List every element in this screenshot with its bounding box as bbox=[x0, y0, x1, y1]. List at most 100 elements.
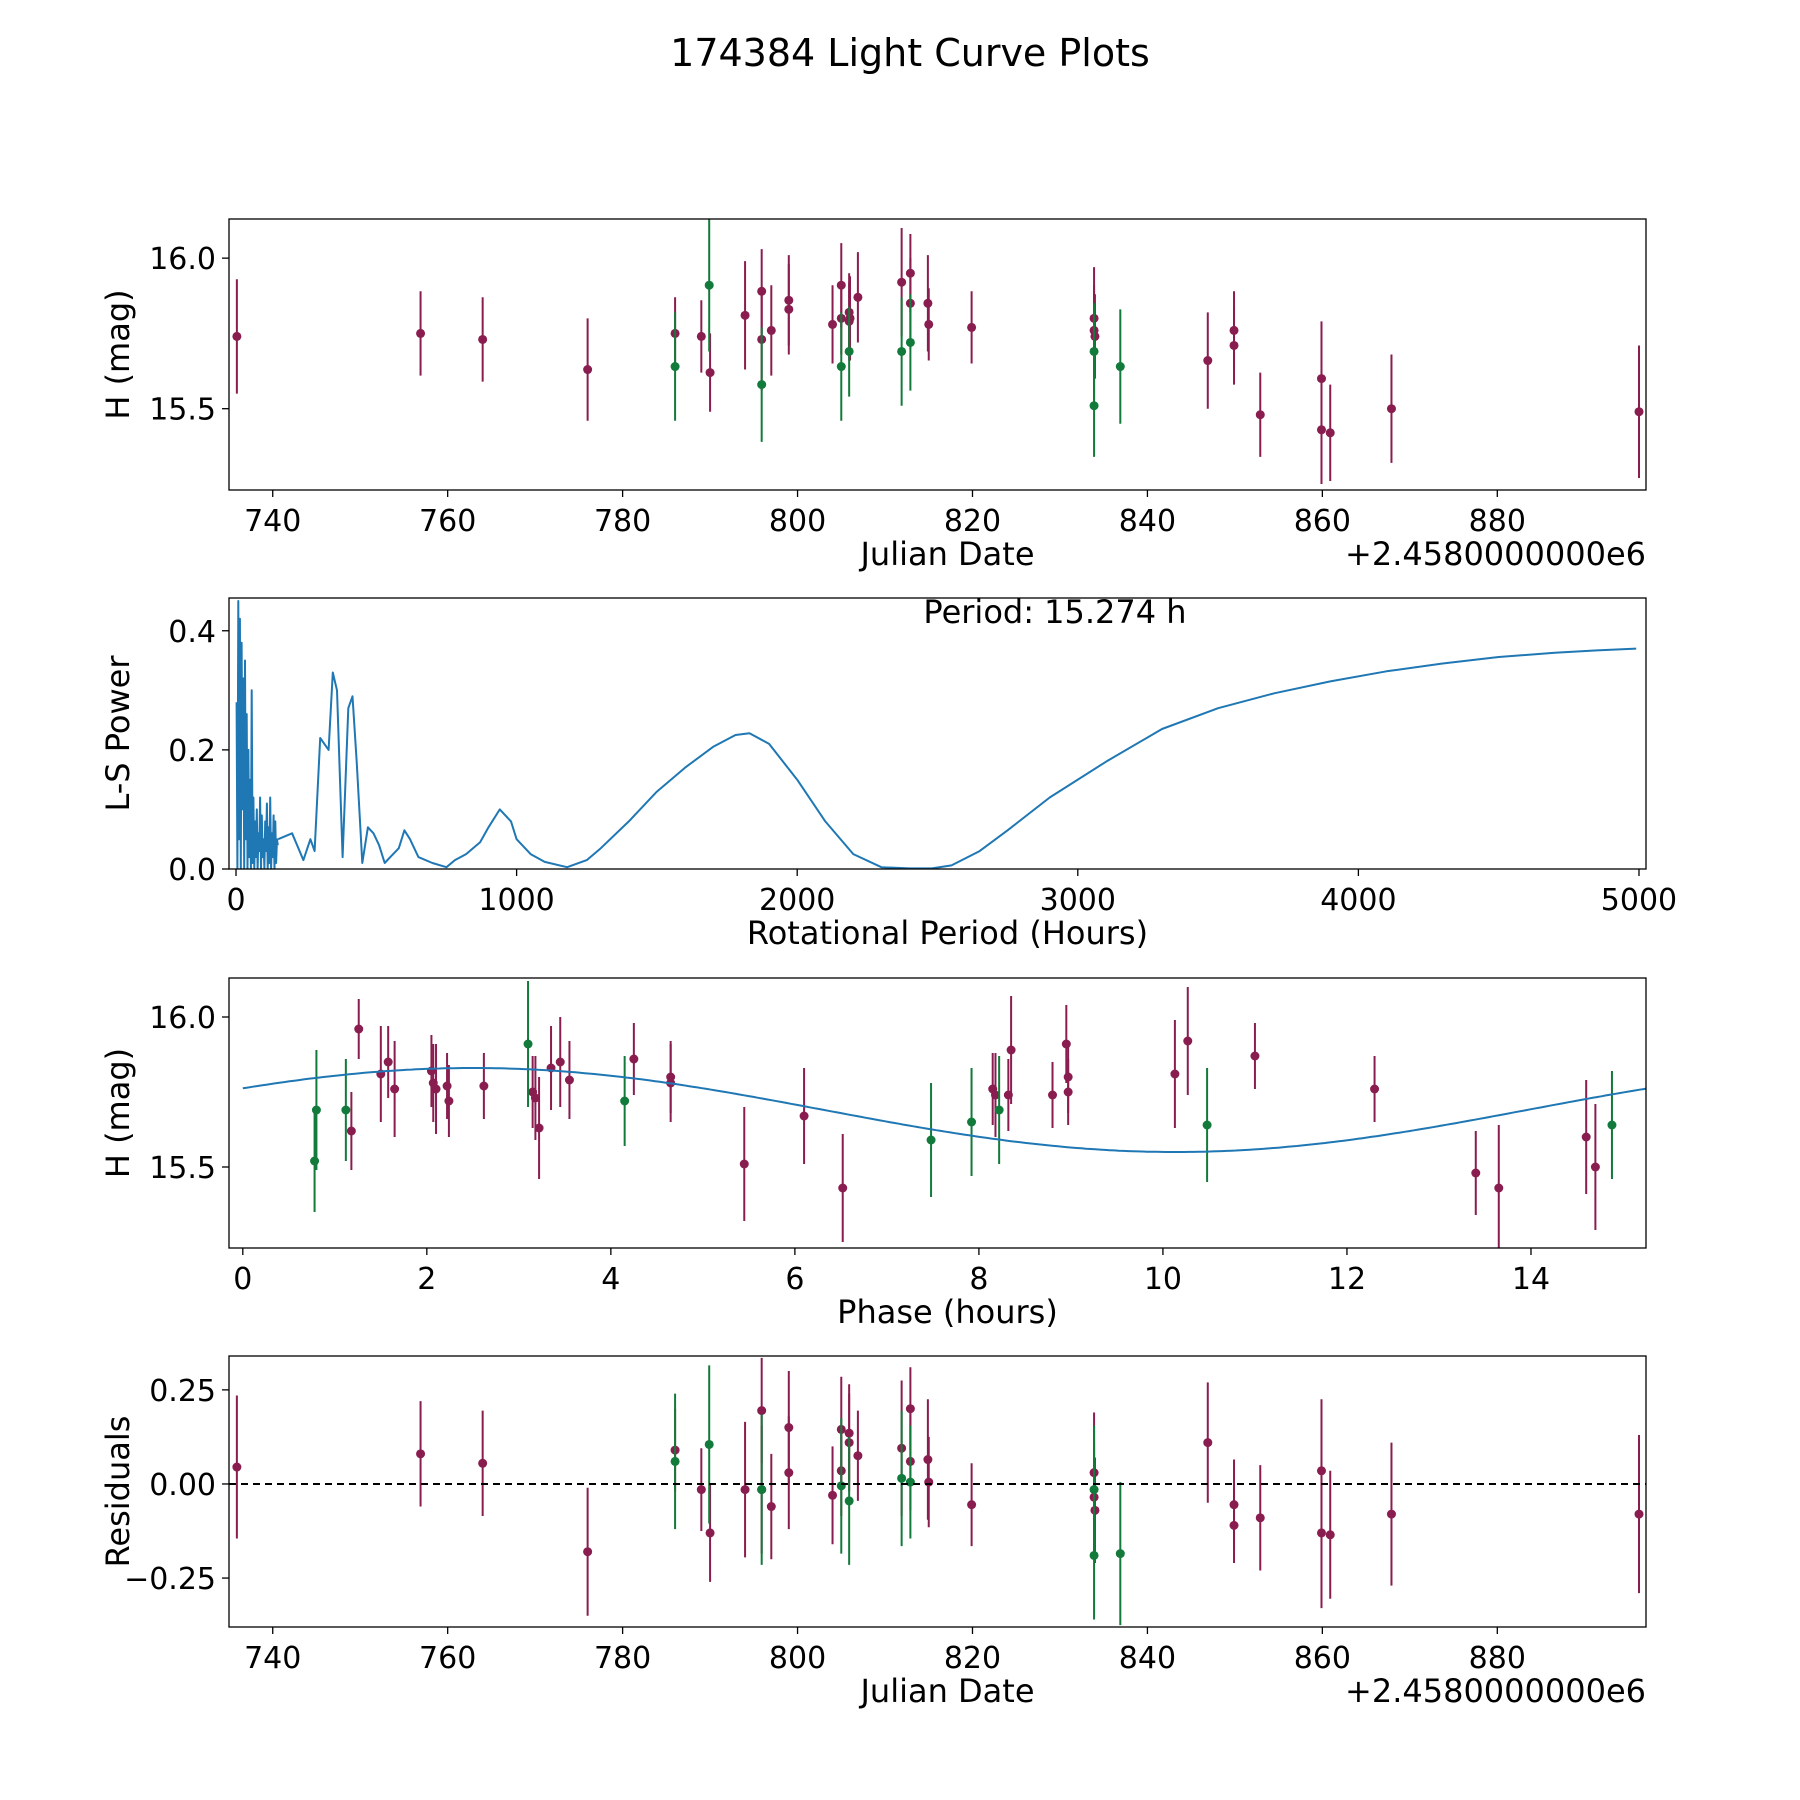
axes-frame bbox=[228, 597, 1647, 870]
x-tick-label: 780 bbox=[594, 1641, 651, 1676]
data-point bbox=[705, 1528, 715, 1538]
lightcurve-axes: 740 760 780 800 820 840 860 880 15.5 16.0 Julian D… bbox=[99, 218, 1647, 573]
x-tick-label: 780 bbox=[594, 504, 651, 539]
axes-frame bbox=[228, 218, 1647, 491]
data-point bbox=[346, 1126, 356, 1136]
data-point bbox=[905, 1477, 915, 1487]
data-layer bbox=[235, 600, 1637, 869]
data-point bbox=[757, 380, 767, 390]
data-point bbox=[704, 1439, 714, 1449]
data-point bbox=[1634, 1509, 1644, 1519]
data-point bbox=[1590, 1162, 1600, 1172]
data-point bbox=[444, 1096, 454, 1106]
data-point bbox=[1183, 1036, 1193, 1046]
data-point bbox=[310, 1156, 320, 1166]
data-point bbox=[1325, 1530, 1335, 1540]
data-point bbox=[523, 1039, 533, 1049]
data-point bbox=[836, 1481, 846, 1491]
x-tick-label: 880 bbox=[1469, 1641, 1526, 1676]
data-point bbox=[478, 334, 488, 344]
phased-lightcurve-axes: 0 2 4 6 8 10 12 14 15.5 16.0 Phase (hours) H (mag) bbox=[99, 977, 1647, 1331]
x-tick-label: 12 bbox=[1328, 1262, 1366, 1297]
data-point bbox=[1386, 404, 1396, 414]
data-point bbox=[844, 346, 854, 356]
data-point bbox=[990, 1090, 1000, 1100]
data-point bbox=[670, 1456, 680, 1466]
x-tick-label: 4 bbox=[601, 1262, 620, 1297]
data-point bbox=[1255, 1513, 1265, 1523]
data-point bbox=[784, 304, 794, 314]
data-point bbox=[704, 280, 714, 290]
data-layer bbox=[232, 219, 1644, 484]
data-point bbox=[1203, 1438, 1213, 1448]
data-point bbox=[232, 1462, 242, 1472]
data-point bbox=[844, 1496, 854, 1506]
data-point bbox=[1386, 1509, 1396, 1519]
data-point bbox=[757, 1485, 767, 1495]
data-point bbox=[853, 1451, 863, 1461]
data-point bbox=[853, 292, 863, 302]
data-point bbox=[828, 319, 838, 329]
y-tick-label: 0.2 bbox=[168, 734, 216, 769]
data-point bbox=[478, 1458, 488, 1468]
data-point bbox=[354, 1024, 364, 1034]
x-tick-label: 860 bbox=[1294, 504, 1351, 539]
x-tick-label: 860 bbox=[1294, 1641, 1351, 1676]
period-annotation: Period: 15.274 h bbox=[923, 593, 1186, 631]
y-tick-label: 16.0 bbox=[149, 1001, 216, 1036]
data-layer bbox=[242, 981, 1646, 1248]
data-point bbox=[766, 325, 776, 335]
x-axis-label: Rotational Period (Hours) bbox=[747, 914, 1148, 952]
data-point bbox=[431, 1084, 441, 1094]
y-axis-label: Residuals bbox=[99, 1416, 137, 1568]
data-point bbox=[1089, 1485, 1099, 1495]
x-tick-label: 740 bbox=[244, 504, 301, 539]
data-point bbox=[1316, 425, 1326, 435]
data-point bbox=[1063, 1087, 1073, 1097]
data-point bbox=[1089, 401, 1099, 411]
y-axis-label: H (mag) bbox=[99, 1048, 137, 1178]
x-tick-label: 0 bbox=[226, 883, 245, 918]
x-tick-label: 820 bbox=[944, 1641, 1001, 1676]
data-point bbox=[1316, 1528, 1326, 1538]
data-point bbox=[766, 1502, 776, 1512]
data-point bbox=[799, 1111, 809, 1121]
data-point bbox=[583, 1547, 593, 1557]
data-point bbox=[905, 1404, 915, 1414]
data-point bbox=[967, 1117, 977, 1127]
power-curve bbox=[235, 600, 279, 869]
x-tick-label: 800 bbox=[769, 1641, 826, 1676]
data-point bbox=[1325, 428, 1335, 438]
data-point bbox=[696, 331, 706, 341]
axes-frame bbox=[228, 1355, 1647, 1628]
data-point bbox=[1581, 1132, 1591, 1142]
data-point bbox=[739, 1159, 749, 1169]
x-tick-label: 6 bbox=[785, 1262, 804, 1297]
data-point bbox=[897, 1473, 907, 1483]
data-point bbox=[897, 346, 907, 356]
x-tick-label: 8 bbox=[969, 1262, 988, 1297]
x-axis-label: Julian Date bbox=[858, 1672, 1034, 1710]
data-point bbox=[1229, 340, 1239, 350]
x-tick-label: 760 bbox=[419, 504, 476, 539]
data-point bbox=[311, 1105, 321, 1115]
y-tick-label: 0.4 bbox=[168, 615, 216, 650]
x-tick-label: 5000 bbox=[1601, 883, 1677, 918]
x-tick-label: 2000 bbox=[759, 883, 835, 918]
data-point bbox=[1089, 346, 1099, 356]
x-tick-label: 10 bbox=[1144, 1262, 1182, 1297]
data-point bbox=[1048, 1090, 1058, 1100]
data-point bbox=[1203, 356, 1213, 366]
data-point bbox=[383, 1057, 393, 1067]
data-point bbox=[620, 1096, 630, 1106]
y-tick-label: 15.5 bbox=[149, 1151, 216, 1186]
data-point bbox=[740, 1485, 750, 1495]
y-tick-label: 15.5 bbox=[149, 393, 216, 428]
data-point bbox=[555, 1057, 565, 1067]
data-point bbox=[583, 365, 593, 375]
data-point bbox=[784, 1468, 794, 1478]
x-tick-label: 840 bbox=[1119, 1641, 1176, 1676]
x-tick-label: 1000 bbox=[478, 883, 554, 918]
data-point bbox=[479, 1081, 489, 1091]
